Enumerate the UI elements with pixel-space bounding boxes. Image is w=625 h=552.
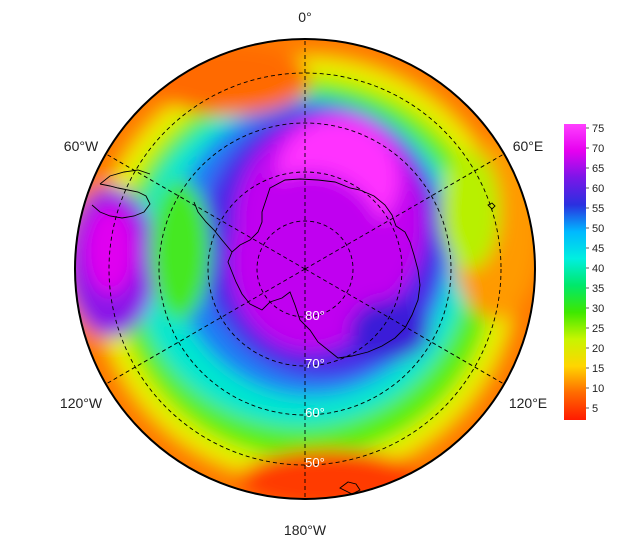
graticule [105,39,505,499]
colorbar-tick-label: 45 [592,243,604,255]
colorbar-tick-label: 10 [592,383,604,395]
parallel-70 [207,171,403,367]
meridian-120w [105,268,306,385]
new-zealand-fragment [339,481,361,495]
lon-label-0: 0° [298,9,311,25]
longitude-labels: 0° 60°E 120°E 180°W 120°W 60°W [60,9,547,538]
colorbar-tick-label: 50 [592,223,604,235]
lat-label-60: 60° [305,405,325,420]
colorbar: 5 10 15 20 25 30 35 40 45 50 55 60 65 70 75 [564,123,604,420]
colorbar-tick-label: 5 [592,403,598,415]
lat-label-80: 80° [305,308,325,323]
data-field [75,39,535,499]
colorbar-tick-label: 20 [592,343,604,355]
lon-label-60w: 60°W [64,138,99,154]
colorbar-tick-label: 30 [592,303,604,315]
colorbar-ticks: 5 10 15 20 25 30 35 40 45 50 55 60 65 70 75 [586,123,604,415]
latitude-labels: 80° 70° 60° 50° [305,308,325,470]
lon-label-120e: 120°E [509,395,547,411]
kerguelen-island [487,202,496,210]
lat-label-70: 70° [305,356,325,371]
coastlines [91,169,496,495]
colorbar-tick-label: 75 [592,123,604,135]
meridian-60e [304,153,505,270]
south-america-coast [99,169,151,185]
colorbar-tick-label: 35 [592,283,604,295]
meridian-120e [304,268,505,385]
colorbar-tick-label: 40 [592,263,604,275]
colorbar-tick-label: 65 [592,163,604,175]
antarctic-peninsula [193,201,233,253]
colorbar-tick-label: 55 [592,203,604,215]
antarctica-coastline [227,178,421,359]
colorbar-tick-label: 15 [592,363,604,375]
lon-label-180w: 180°W [284,522,327,538]
parallel-50 [108,72,502,466]
colorbar-tick-label: 60 [592,183,604,195]
south-america-tip [91,183,151,219]
map-boundary [74,38,536,500]
colorbar-tick-label: 25 [592,323,604,335]
lon-label-120w: 120°W [60,395,103,411]
lat-label-50: 50° [305,455,325,470]
lon-label-60e: 60°E [513,138,544,154]
parallel-60 [158,122,452,416]
meridian-60w [105,153,306,270]
colorbar-tick-label: 70 [592,143,604,155]
parallel-80 [256,220,354,318]
colorbar-gradient [564,124,586,420]
